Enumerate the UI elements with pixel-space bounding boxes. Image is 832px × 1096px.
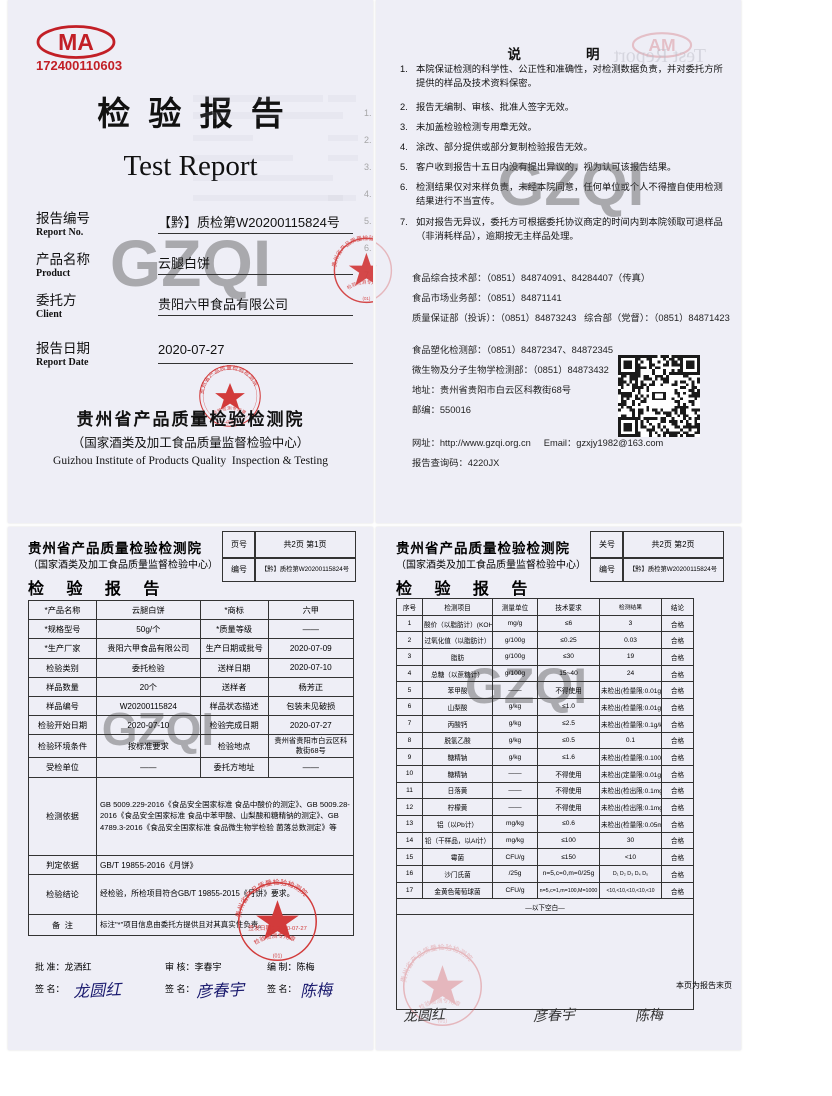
svg-text:贵州省产品质量检验检测院: 贵州省产品质量检验检测院 — [399, 943, 475, 984]
svg-text:(01): (01) — [273, 953, 283, 959]
svg-text:(01): (01) — [362, 296, 370, 301]
svg-text:签发日期：2020-07-27: 签发日期：2020-07-27 — [248, 924, 307, 932]
svg-text:MA: MA — [58, 29, 94, 55]
svg-text:贵州省产品质量检验检测院: 贵州省产品质量检验检测院 — [234, 878, 310, 919]
